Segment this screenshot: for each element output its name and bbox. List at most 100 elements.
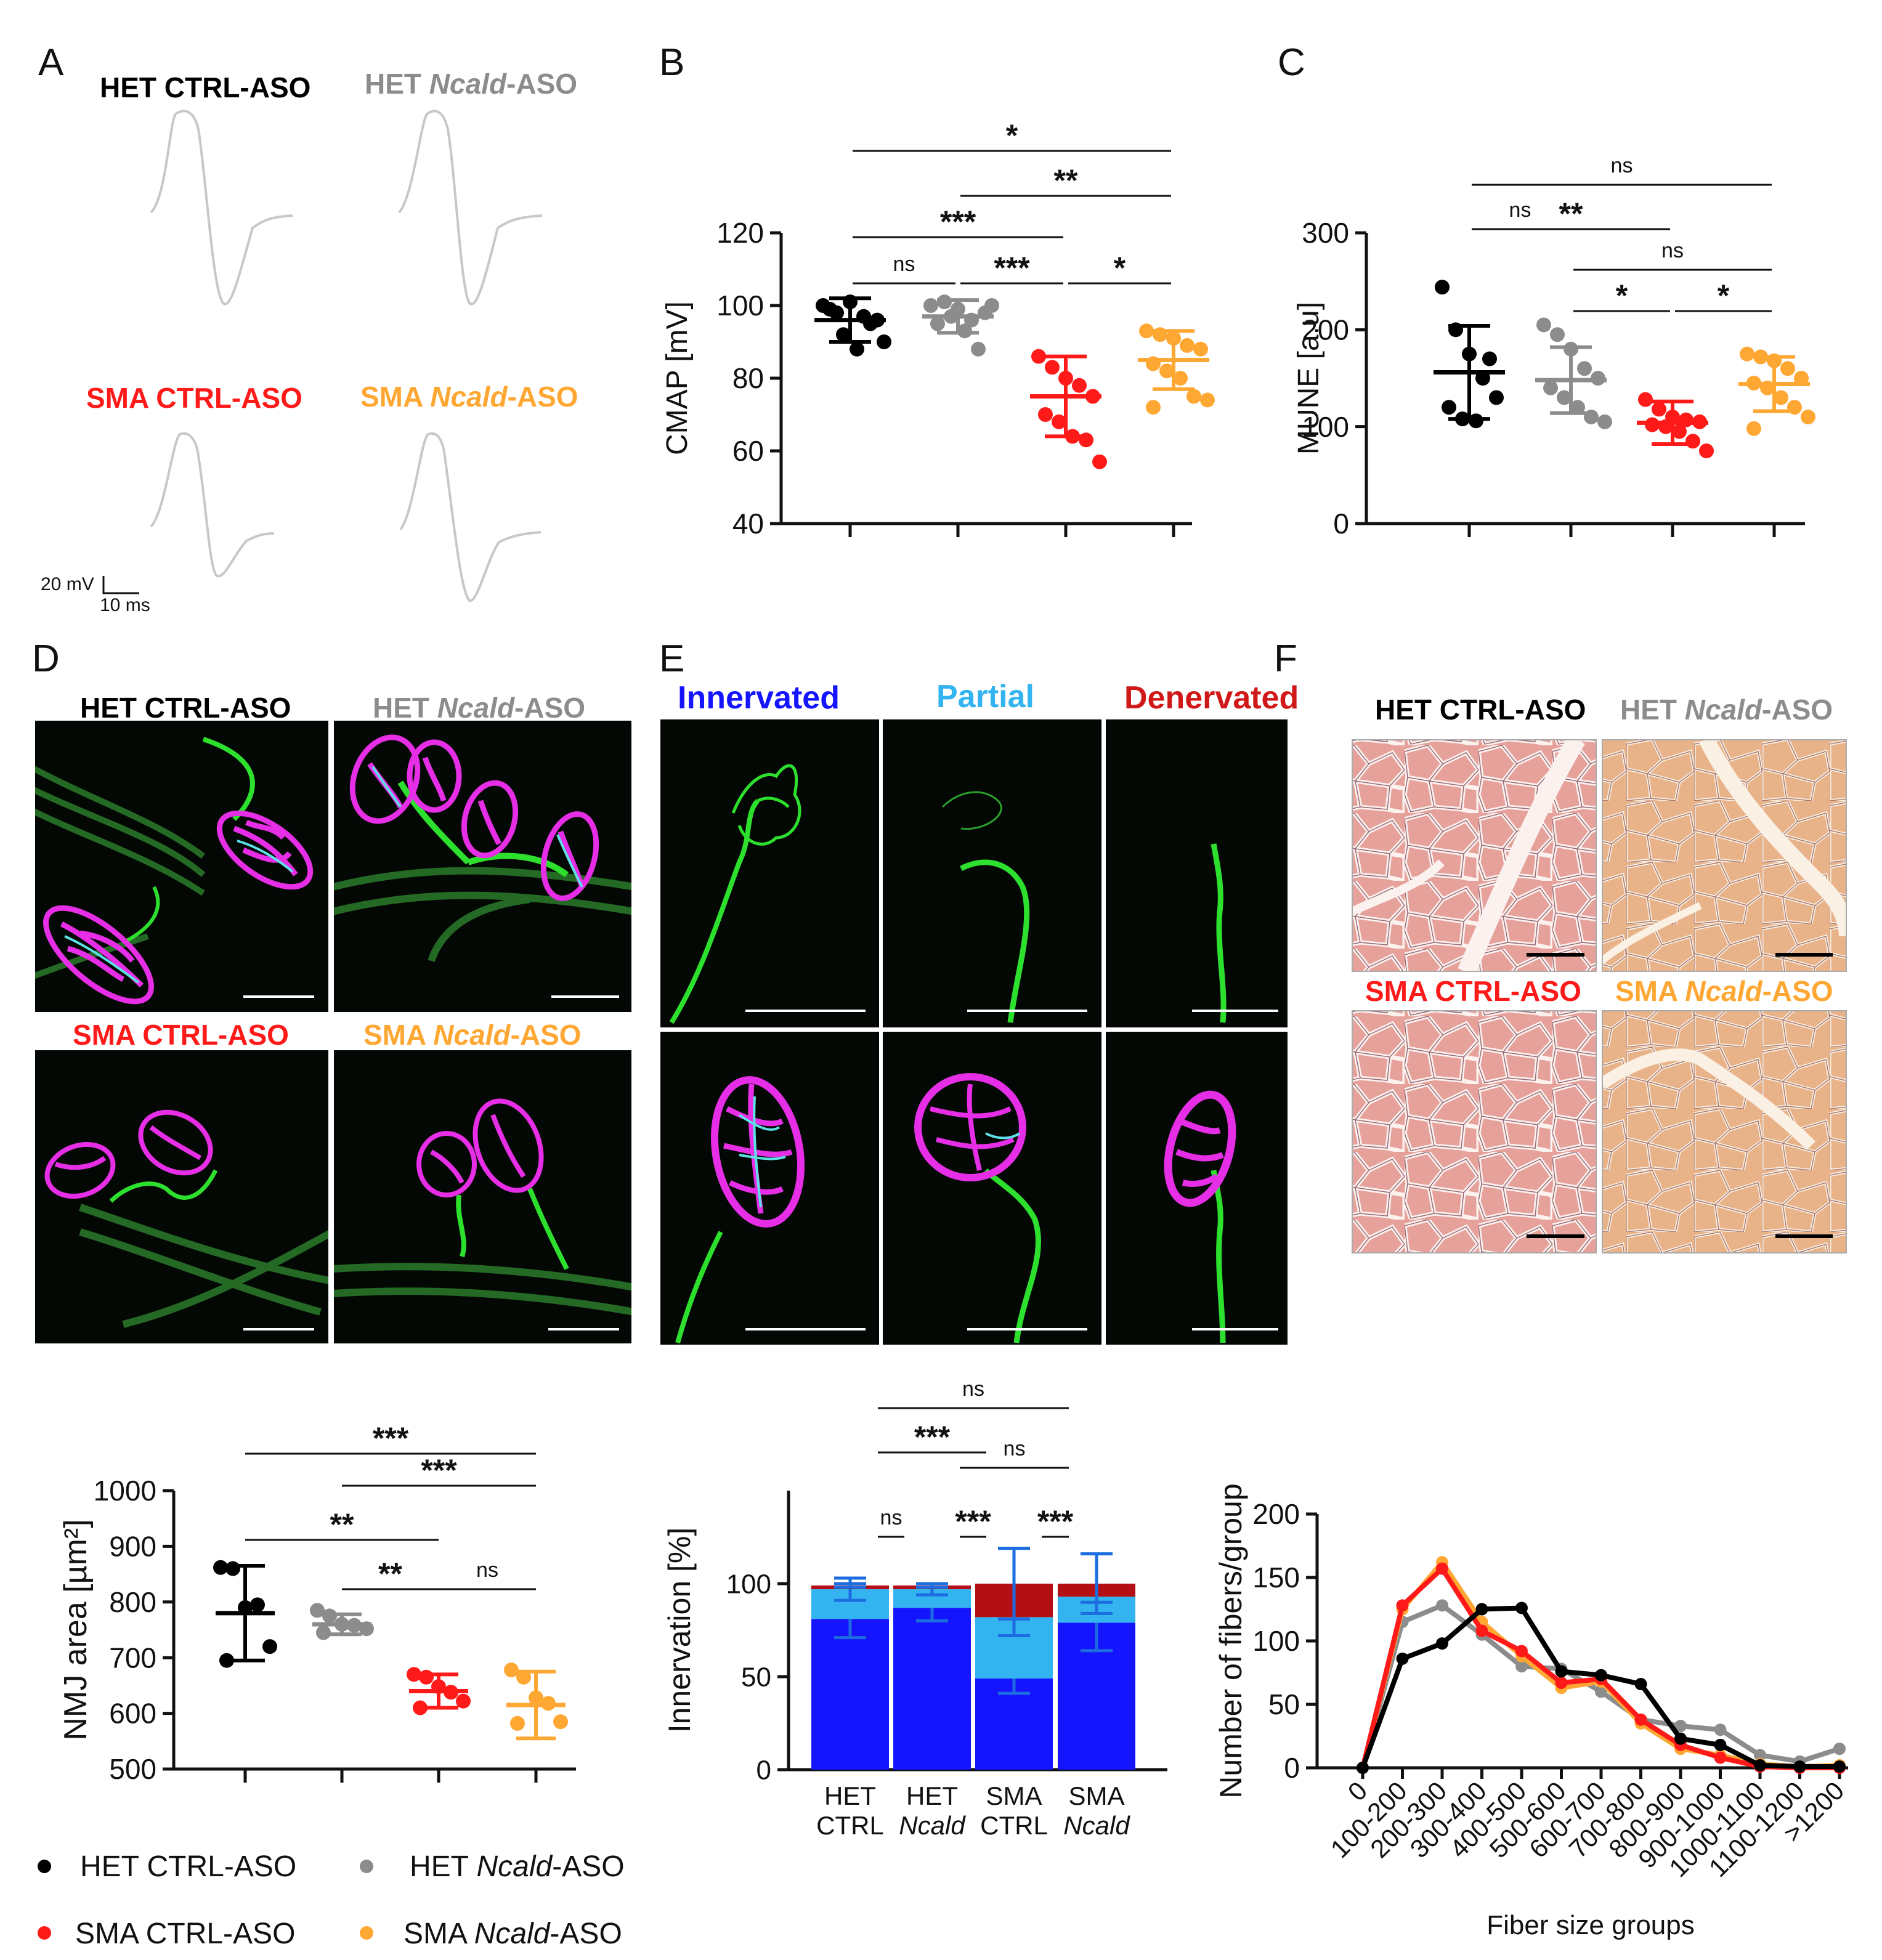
he-image-sma-ctrl [1352,1010,1597,1253]
legend-marker-het-ctrl [38,1860,51,1873]
fiber_size-point-s0-2 [1436,1599,1448,1612]
mune-point-g1-7 [1570,400,1585,415]
cmap-y-tick-label-1: 60 [732,435,764,467]
legend-label-sma-ncald: SMA Ncald-ASO [404,1917,622,1950]
fiber_size-point-s3-12 [1833,1760,1846,1773]
mune-point-g3-9 [1801,409,1815,424]
nmj_area-point-g3-0 [504,1662,519,1678]
scale-bar-time: 10 ms [100,595,150,615]
mune-y-tick-label-0: 0 [1333,508,1349,540]
cmap-point-g3-7 [1173,371,1188,386]
mune-sig-label-0: ns [1611,154,1633,177]
mune-y-tick-label-3: 300 [1302,217,1349,249]
innervation-sig-label-5: *** [1037,1504,1074,1539]
fiber_size-x-axis-label: Fiber size groups [1487,1910,1694,1940]
cmap-point-g0-6 [836,327,851,342]
innervation-x-label-line2-2: CTRL [980,1811,1048,1840]
nmj-image-sma-ncald [333,1049,633,1345]
cmap-sig-label-2: *** [940,205,976,239]
innervation-y-tick-label-2: 100 [726,1569,771,1599]
innervation-image-innervated-nmj [660,1032,879,1345]
innervation-y-axis-label: Innervation [%] [662,1528,697,1733]
nmj_area-sig-label-4: ns [476,1558,498,1582]
mune-y-tick-label-1: 100 [1302,411,1349,443]
header-innervated: Innervated [678,680,840,716]
legend-label-het-ncald: HET Ncald-ASO [410,1850,625,1883]
cmap-sig-label-0: * [1006,118,1018,153]
mune-point-g3-7 [1774,390,1788,405]
nmj_area-point-g0-0 [213,1560,228,1575]
cmap-point-g3-8 [1186,389,1201,404]
mune-point-g3-0 [1740,346,1754,362]
trace-label-het-ncald: HET Ncald-ASO [365,68,577,100]
legend: HET CTRL-ASO HET Ncald-ASO SMA CTRL-ASO … [38,1850,625,1950]
fiber_size-point-s3-10 [1754,1759,1766,1772]
cmap-point-g2-9 [1092,454,1107,469]
innervation-image-denervated-axon [1106,719,1288,1027]
nmj_area-point-g3-1 [516,1669,531,1685]
cmap-point-g3-9 [1200,392,1215,408]
fiber_size-series-line-2 [1360,1566,1839,1770]
innervation-x-label-line1-0: HET [824,1781,876,1810]
innervation-sig-label-2: ns [1004,1437,1026,1460]
cmap-y-tick-label-4: 120 [716,217,764,249]
mune-y-axis-label: MUNE [a.u] [1292,302,1325,455]
innervation-x-label-line1-2: SMA [986,1781,1042,1810]
mune-point-g2-0 [1638,392,1653,407]
innervation-x-label-line2-0: CTRL [816,1811,884,1840]
fiber_size-point-s3-7 [1634,1678,1647,1691]
nmj_area-y-tick-label-3: 800 [109,1586,156,1618]
he-label-het-ncald: HET Ncald-ASO [1620,694,1833,726]
cmap-point-g1-5 [930,316,945,331]
he-label-sma-ctrl: SMA CTRL-ASO [1365,975,1581,1007]
panel-letter-f: F [1274,638,1297,680]
fiber_size-point-s2-5 [1555,1676,1568,1689]
nmj-image-het-ctrl [34,719,330,1013]
mune-point-g1-3 [1577,361,1592,376]
mune-point-g3-3 [1780,361,1795,376]
fiber_size-y-tick-label-4: 200 [1252,1498,1300,1530]
panel-e-grid-lines [660,719,1288,1345]
fiber_size-point-s0-4 [1515,1660,1528,1673]
cmap-point-g2-3 [1072,378,1087,393]
mune-sig-label-5: * [1718,278,1730,313]
mune-point-g0-0 [1435,280,1450,295]
cmap-y-tick-label-2: 80 [732,362,764,394]
mune-point-g2-7 [1672,424,1687,439]
cmap-point-g2-0 [1031,349,1046,364]
mune-point-g1-1 [1550,327,1565,342]
innervation-y-tick-label-1: 50 [741,1662,771,1692]
cmap-sig-label-5: * [1114,251,1126,285]
fiber_size-y-tick-label-3: 150 [1252,1561,1300,1594]
fiber_size-point-s3-8 [1674,1732,1687,1745]
fiber_size-point-s0-9 [1714,1723,1727,1736]
cmap-y-tick-label-3: 100 [716,290,764,322]
nmj-image-het-ncald [333,719,633,1013]
innervation-image-innervated-axon [660,719,879,1027]
fiber_size-point-s0-8 [1674,1720,1687,1733]
cmap-point-g3-10 [1146,400,1161,415]
mune-point-g0-4 [1489,390,1504,405]
fiber_size-point-s2-9 [1714,1751,1727,1764]
nmj-label-het-ncald: HET Ncald-ASO [373,692,585,724]
cmap-y-tick-label-0: 40 [732,508,764,540]
mune-sig-label-4: * [1616,278,1628,313]
panel-letter-d: D [32,638,60,680]
nmj_area-y-tick-label-0: 500 [109,1753,156,1785]
fiber_size-point-s0-10 [1754,1749,1766,1762]
legend-label-het-ctrl: HET CTRL-ASO [80,1850,296,1883]
mune-point-g1-0 [1536,317,1551,333]
mune-sig-label-1: ** [1559,196,1583,231]
mune-y-tick-label-2: 200 [1302,314,1349,346]
fiber_size-series-line-1 [1360,1560,1840,1769]
mune-point-g2-9 [1699,443,1714,458]
nmj-label-sma-ncald: SMA Ncald-ASO [363,1019,582,1051]
fiber_size-point-s2-3 [1475,1624,1488,1637]
innervation-x-label-line2-1: Ncald [899,1811,966,1840]
nmj_area-point-g0-1 [225,1561,240,1576]
